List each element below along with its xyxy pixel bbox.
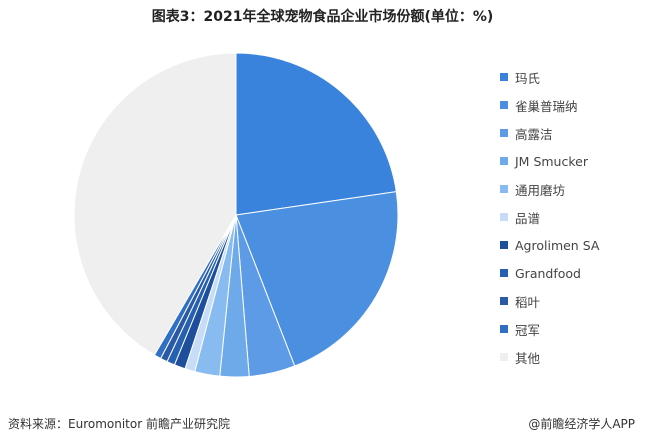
legend-swatch — [500, 73, 508, 81]
pie-slice-0 — [235, 52, 397, 216]
legend-swatch — [500, 157, 508, 165]
legend-label: 通用磨坊 — [515, 182, 566, 198]
legend-label: 稻叶 — [515, 294, 541, 310]
legend-label: JM Smucker — [515, 153, 588, 169]
pie-slice-1 — [235, 191, 399, 367]
legend-item-2: 高露洁 — [500, 119, 599, 147]
legend-item-4: 通用磨坊 — [500, 175, 599, 203]
legend-item-7: Grandfood — [500, 259, 599, 287]
legend-swatch — [500, 353, 508, 361]
legend-label: 品谱 — [515, 210, 541, 226]
source-note: 资料来源：Euromonitor 前瞻产业研究院 — [8, 417, 230, 431]
brand-label: @前瞻经济学人APP — [528, 417, 635, 431]
legend-label: 雀巢普瑞纳 — [515, 98, 578, 114]
legend-item-1: 雀巢普瑞纳 — [500, 91, 599, 119]
legend-item-0: 玛氏 — [500, 63, 599, 91]
legend-swatch — [500, 325, 508, 333]
chart-title: 图表3：2021年全球宠物食品企业市场份额(单位：%) — [151, 9, 494, 25]
legend: 玛氏雀巢普瑞纳高露洁 JM Smucker 通用磨坊品谱 Agrolimen SA Gr… — [500, 63, 599, 371]
legend-label: Agrolimen SA — [515, 237, 600, 253]
legend-item-8: 稻叶 — [500, 287, 599, 315]
legend-label: 玛氏 — [515, 70, 541, 86]
legend-item-5: 品谱 — [500, 203, 599, 231]
legend-label: 高露洁 — [515, 126, 553, 142]
legend-label: Grandfood — [515, 265, 581, 281]
legend-swatch — [500, 297, 508, 305]
legend-label: 其他 — [515, 350, 541, 366]
legend-swatch — [500, 269, 508, 277]
pie-slice-10 — [73, 52, 237, 356]
legend-swatch — [500, 129, 508, 137]
legend-item-10: 其他 — [500, 343, 599, 371]
legend-item-6: Agrolimen SA — [500, 231, 599, 259]
legend-swatch — [500, 241, 508, 249]
legend-label: 冠军 — [515, 322, 541, 338]
legend-swatch — [500, 101, 508, 109]
legend-swatch — [500, 185, 508, 193]
legend-swatch — [500, 213, 508, 221]
legend-item-3: JM Smucker — [500, 147, 599, 175]
legend-item-9: 冠军 — [500, 315, 599, 343]
